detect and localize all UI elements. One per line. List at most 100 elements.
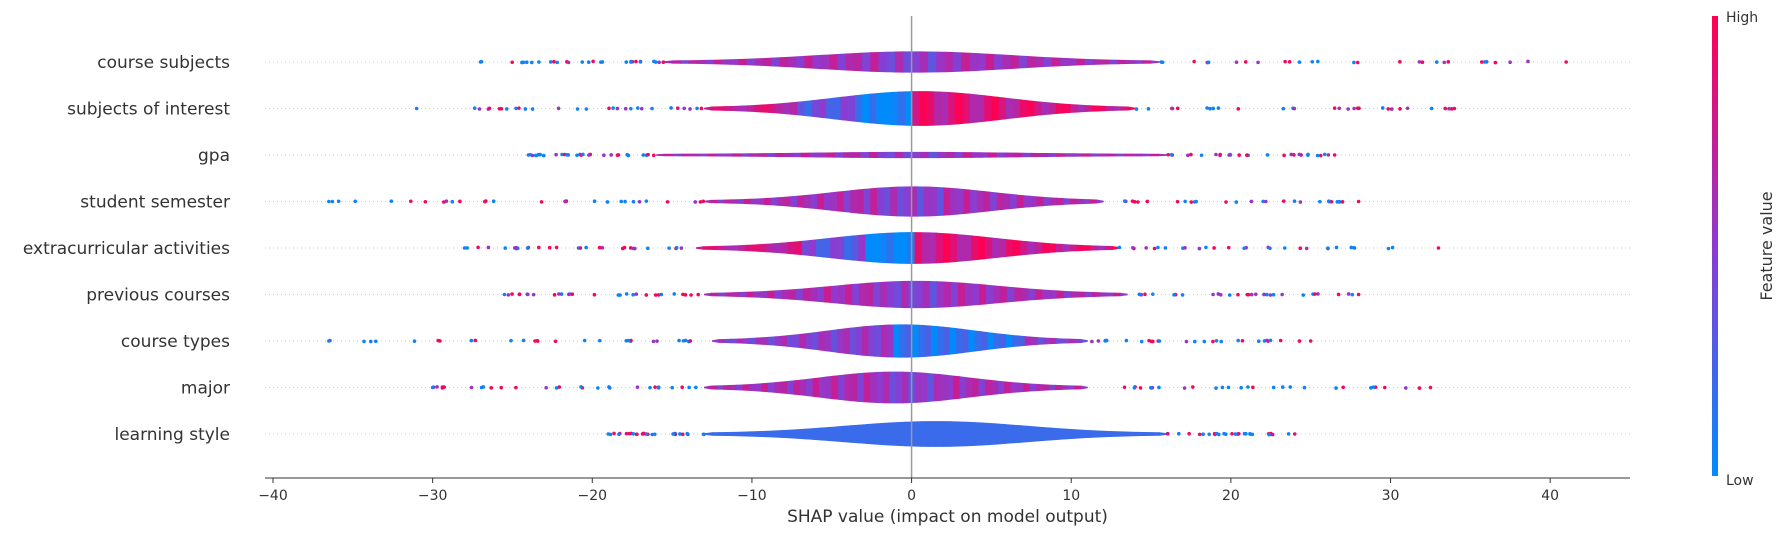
- violin-segment: [977, 94, 985, 123]
- shap-point: [652, 432, 657, 437]
- shap-point: [552, 59, 556, 64]
- shap-point: [1297, 152, 1302, 157]
- violin-segment: [1037, 337, 1045, 345]
- violin-segment: [719, 431, 728, 437]
- shap-point: [1122, 385, 1127, 390]
- violin-segment: [746, 291, 754, 298]
- shap-point: [1316, 292, 1320, 296]
- violin-segment: [1083, 199, 1091, 204]
- shap-point: [631, 246, 636, 251]
- violin-segment: [825, 375, 833, 400]
- shap-point: [644, 293, 649, 297]
- shap-point: [579, 385, 583, 389]
- violin-segment: [903, 51, 913, 73]
- colorbar-title: Feature value: [1757, 191, 1776, 300]
- shap-point: [1249, 292, 1254, 297]
- violin-segment: [1120, 106, 1129, 111]
- violin-segment: [985, 236, 993, 260]
- violin-segment: [945, 151, 955, 159]
- violin-segment: [993, 332, 1001, 350]
- shap-point: [1268, 293, 1273, 297]
- shap-point: [1306, 153, 1310, 157]
- violin-segment: [797, 100, 806, 117]
- shap-point: [1189, 152, 1193, 157]
- violin-segment: [1113, 431, 1122, 437]
- violin-segment: [1013, 239, 1022, 257]
- shap-point: [1214, 338, 1219, 343]
- shap-point: [680, 432, 685, 437]
- violin-segment: [912, 324, 919, 358]
- violin-segment: [698, 153, 708, 157]
- violin-segment: [1064, 153, 1074, 157]
- shap-point: [1201, 432, 1205, 437]
- violin-segment: [948, 92, 957, 125]
- violin-segment: [1016, 382, 1024, 393]
- violin-segment: [1070, 291, 1079, 298]
- violin-segment: [1061, 385, 1069, 390]
- shap-point: [1243, 60, 1248, 64]
- shap-point: [687, 385, 691, 390]
- shap-point: [1332, 153, 1337, 157]
- violin-segment: [1049, 289, 1058, 300]
- violin-segment: [843, 190, 851, 213]
- violin-segment: [656, 153, 666, 157]
- shap-point: [661, 60, 666, 65]
- violin-segment: [729, 384, 737, 391]
- violin-segment: [765, 430, 775, 438]
- violin-segment: [781, 289, 790, 300]
- shap-point: [1230, 431, 1234, 436]
- violin-segment: [873, 281, 881, 308]
- violin-segment: [1141, 153, 1151, 157]
- shap-point: [1336, 292, 1341, 297]
- violin-segment: [780, 242, 789, 254]
- violin-segment: [739, 291, 747, 298]
- shap-point: [596, 386, 600, 390]
- shap-point: [559, 292, 564, 296]
- violin-segment: [822, 237, 831, 259]
- violin-segment: [1063, 103, 1072, 114]
- x-tick-label: 20: [1222, 488, 1240, 504]
- violin-segment: [710, 199, 718, 204]
- shap-point: [503, 246, 508, 250]
- violin-segment: [1005, 97, 1014, 120]
- violin-segment: [752, 244, 761, 252]
- violin-segment: [998, 96, 1007, 121]
- violin-segment: [742, 384, 750, 391]
- violin-segment: [878, 51, 888, 73]
- violin-segment: [844, 373, 852, 402]
- shap-point: [1184, 339, 1189, 344]
- violin-segment: [748, 383, 756, 392]
- violin-segment: [1006, 239, 1014, 257]
- shap-point: [1169, 153, 1174, 157]
- violin-segment: [783, 152, 793, 158]
- violin-segment: [1005, 334, 1013, 348]
- violin-segment: [704, 106, 712, 111]
- violin-segment: [1069, 198, 1078, 205]
- violin-segment: [996, 192, 1004, 211]
- shap-point: [497, 106, 502, 111]
- shap-point: [487, 106, 492, 111]
- violin-segment: [808, 239, 817, 257]
- violin-segment: [940, 374, 948, 401]
- shap-point: [1176, 431, 1181, 436]
- shap-point: [491, 199, 496, 204]
- shap-point: [1356, 199, 1361, 204]
- violin-segment: [787, 380, 795, 395]
- shap-point: [1103, 339, 1107, 343]
- feature-label-subjects-of-interest: subjects of interest: [67, 100, 230, 120]
- shap-point: [1334, 245, 1339, 250]
- violin-segment: [1076, 198, 1084, 205]
- violin-segment: [1074, 429, 1083, 439]
- violin-segment: [955, 328, 963, 354]
- feature-label-learning-style: learning style: [114, 425, 230, 445]
- violin-segment: [991, 96, 1000, 121]
- violin-segment: [818, 376, 826, 399]
- violin-segment: [843, 152, 853, 158]
- shap-point: [1436, 246, 1441, 250]
- shap-point: [650, 106, 654, 111]
- violin-segment: [1109, 59, 1119, 65]
- violin-segment: [716, 385, 724, 390]
- shap-point: [1220, 385, 1225, 390]
- violin-segment: [1068, 385, 1076, 390]
- violin-segment: [1003, 193, 1011, 210]
